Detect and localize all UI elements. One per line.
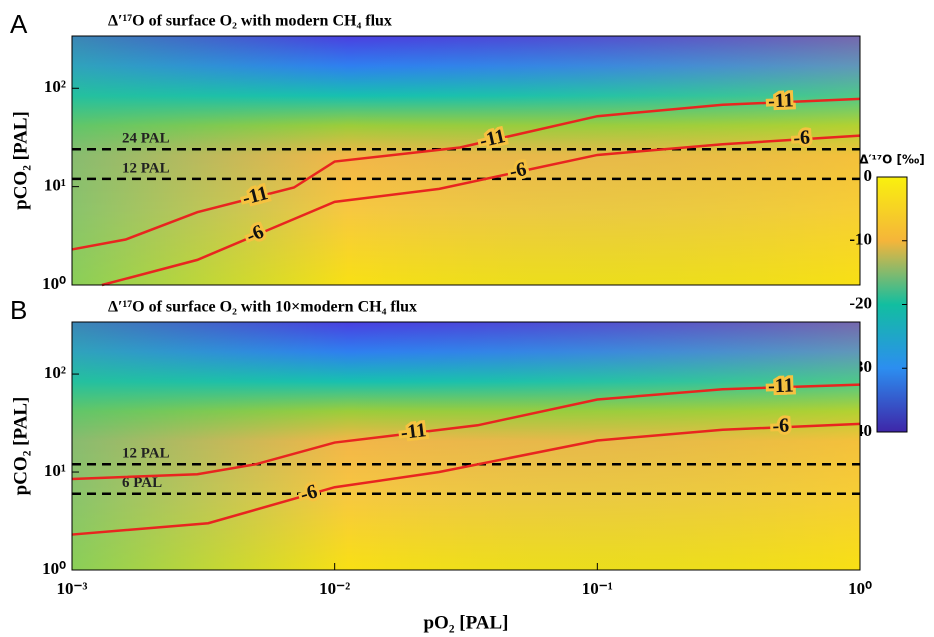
contour-line (71, 97, 861, 251)
y-tick-label: 10⁰ (42, 274, 66, 293)
heatmap-shade (72, 36, 860, 285)
x-tick-label: 10⁻¹ (582, 579, 613, 598)
colorbar-tick-label: 0 (864, 166, 873, 185)
contour-line (71, 383, 861, 481)
y-axis-label: pCO₂ [PAL] (10, 397, 31, 496)
colorbar-label: Δ′¹⁷O [‰] (859, 153, 925, 167)
y-tick-label: 10² (44, 363, 66, 382)
reference-label: 6 PAL (122, 475, 162, 491)
panel-title: Δ′¹⁷O of surface O₂ with modern CH₄ flux (108, 13, 392, 30)
colorbar-tick-label: -10 (849, 230, 872, 249)
y-tick-label: 10¹ (44, 461, 66, 480)
plot-frame (71, 35, 861, 286)
y-tick-label: 10¹ (44, 176, 66, 195)
x-tick-label: 10⁻³ (56, 579, 87, 598)
contour-label: -11 (768, 89, 794, 112)
contour-label: -6 (772, 415, 790, 438)
contour-line (101, 134, 861, 287)
x-axis-label: pO₂ [PAL] (423, 612, 508, 633)
reference-label: 12 PAL (122, 160, 170, 176)
x-tick-label: 10⁰ (848, 579, 872, 598)
reference-label: 12 PAL (122, 446, 170, 462)
panel-letter: A (10, 9, 28, 39)
reference-label: 24 PAL (122, 131, 170, 147)
contour-label: -11 (768, 374, 794, 397)
colorbar-tick-label: -20 (849, 293, 872, 312)
y-tick-label: 10⁰ (42, 559, 66, 578)
y-tick-label: 10² (44, 77, 66, 96)
y-axis-label: pCO₂ [PAL] (10, 111, 31, 210)
plot-frame (71, 321, 861, 571)
contour-line (71, 422, 861, 536)
heatmap-shade (72, 322, 860, 570)
contour-label: -11 (400, 419, 428, 444)
contour-label: -6 (793, 126, 811, 149)
panel-title: Δ′¹⁷O of surface O₂ with 10×modern CH₄ f… (108, 299, 417, 316)
panel-letter: B (10, 295, 27, 325)
x-tick-label: 10⁻² (319, 579, 350, 598)
